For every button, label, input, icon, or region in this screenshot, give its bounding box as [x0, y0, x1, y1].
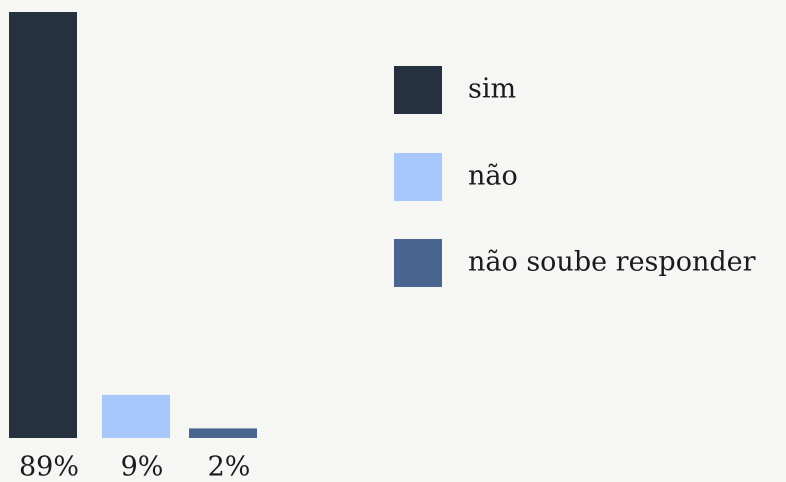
value-label: 2%: [208, 452, 251, 482]
legend-label: não: [468, 161, 518, 192]
bar: [9, 12, 77, 438]
legend-swatch: [394, 66, 442, 114]
bar: [189, 428, 257, 438]
legend-swatch: [394, 239, 442, 287]
bar: [102, 394, 170, 438]
legend-label: não soube responder: [468, 247, 756, 278]
legend-swatch: [394, 153, 442, 201]
value-label: 9%: [121, 452, 164, 482]
value-label: 89%: [19, 452, 79, 482]
legend-label: sim: [468, 74, 516, 105]
